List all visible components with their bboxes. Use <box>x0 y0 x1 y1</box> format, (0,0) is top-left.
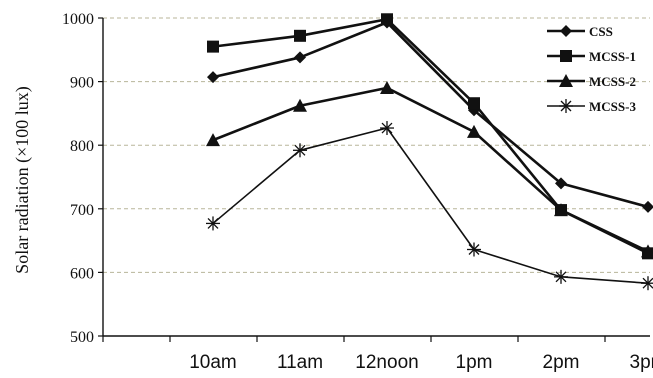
y-tick-label: 700 <box>70 202 94 219</box>
y-tick-label: 500 <box>70 329 94 346</box>
data-point-css <box>642 200 653 213</box>
data-point-mcss-2 <box>293 98 307 112</box>
legend-marker-mcss-2 <box>559 74 573 87</box>
x-tick-label: 3pm <box>630 352 653 373</box>
x-tick-label: 10am <box>189 352 237 373</box>
legend-item-css: CSS <box>547 24 613 39</box>
data-point-mcss-1 <box>294 29 306 42</box>
legend-label: MCSS-3 <box>589 99 636 114</box>
data-point-mcss-2 <box>206 133 220 147</box>
x-tick-label: 1pm <box>456 352 493 373</box>
legend-label: MCSS-1 <box>589 49 636 64</box>
data-point-mcss-3 <box>554 269 568 284</box>
legend-item-mcss-2: MCSS-2 <box>547 74 636 89</box>
legend-marker-mcss-1 <box>560 50 572 62</box>
series-css <box>207 16 653 213</box>
legend-label: CSS <box>589 24 613 39</box>
series-line-mcss-2 <box>212 86 649 253</box>
series-layer <box>206 13 653 291</box>
data-point-css <box>207 71 219 84</box>
y-tick-label: 600 <box>70 265 94 282</box>
data-point-mcss-3 <box>206 216 220 231</box>
y-axis-ticks: 500 600 700 800 900 1000 <box>62 11 103 346</box>
y-tick-label: 1000 <box>62 11 94 28</box>
y-axis-label: Solar radiation (×100 lux) <box>12 86 33 274</box>
x-tick-label: 11am <box>277 352 323 373</box>
data-point-mcss-2 <box>467 124 481 138</box>
data-point-mcss-2 <box>380 80 394 94</box>
legend-item-mcss-1: MCSS-1 <box>547 49 636 64</box>
legend-item-mcss-3: MCSS-3 <box>547 99 636 114</box>
series-line-mcss-1 <box>212 17 649 255</box>
legend: CSS MCSS-1 MCSS-2 MCSS-3 <box>547 24 636 114</box>
data-point-mcss-1 <box>381 13 393 26</box>
y-tick-label: 800 <box>70 138 94 155</box>
x-tick-label: 2pm <box>543 352 580 373</box>
axes <box>102 18 650 337</box>
legend-marker-mcss-3 <box>559 99 573 113</box>
data-point-mcss-3 <box>467 242 481 257</box>
legend-marker-css <box>560 25 572 37</box>
series-line-css <box>212 21 649 209</box>
series-mcss-3 <box>206 121 653 291</box>
data-point-mcss-1 <box>468 97 480 110</box>
data-point-mcss-2 <box>641 244 653 258</box>
data-point-mcss-3 <box>293 143 307 158</box>
x-axis-ticks: 10am 11am 12noon 1pm 2pm 3pm <box>102 336 653 373</box>
series-mcss-2 <box>206 80 653 258</box>
data-point-mcss-1 <box>207 40 219 53</box>
series-line-mcss-3 <box>212 127 649 285</box>
data-point-mcss-3 <box>641 276 653 291</box>
data-point-mcss-3 <box>380 121 394 136</box>
data-point-mcss-2 <box>554 203 568 217</box>
x-tick-label: 12noon <box>355 352 418 373</box>
data-point-css <box>294 51 306 64</box>
legend-label: MCSS-2 <box>589 74 636 89</box>
data-point-css <box>555 177 567 190</box>
y-tick-label: 900 <box>70 75 94 92</box>
